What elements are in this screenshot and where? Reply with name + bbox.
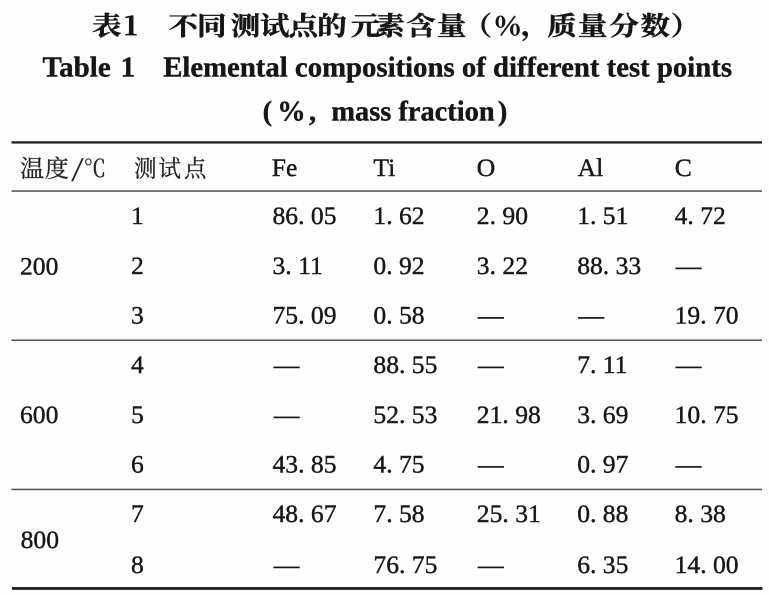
svg-text:%: % [277,96,305,127]
svg-text:6: 6 [131,450,144,479]
svg-text:1. 51: 1. 51 [577,201,628,230]
svg-text:—: — [477,450,504,479]
svg-text:—: — [477,301,504,330]
svg-text:Ti: Ti [373,153,395,182]
svg-text:10. 75: 10. 75 [675,400,739,429]
svg-text:25. 31: 25. 31 [477,499,541,528]
svg-text:—: — [273,351,300,380]
svg-text:Fe: Fe [272,153,298,182]
svg-text:7: 7 [131,499,144,528]
svg-text:O: O [477,153,495,182]
svg-text:—: — [675,252,702,281]
svg-text:48. 67: 48. 67 [273,499,337,528]
svg-text:4. 72: 4. 72 [675,201,726,230]
svg-text:19. 70: 19. 70 [675,301,739,330]
svg-text:1: 1 [131,201,144,230]
svg-text:2: 2 [131,251,144,280]
svg-text:200: 200 [20,251,58,280]
svg-text:0. 88: 0. 88 [577,499,628,528]
svg-text:14. 00: 14. 00 [675,550,739,579]
svg-text:86. 05: 86. 05 [273,201,337,230]
svg-text:—: — [273,400,300,429]
svg-text:600: 600 [20,400,58,429]
svg-text:—: — [477,351,504,380]
svg-text:800: 800 [21,525,59,554]
svg-text:2. 90: 2. 90 [477,201,528,230]
svg-text:75. 09: 75. 09 [273,301,337,330]
svg-text:21. 98: 21. 98 [477,400,541,429]
svg-text:Table: Table [43,52,111,84]
svg-text:): ) [498,96,507,127]
svg-text:7. 58: 7. 58 [373,499,424,528]
svg-text:88. 55: 88. 55 [373,350,437,379]
svg-text:0. 58: 0. 58 [373,301,424,330]
svg-text:4. 75: 4. 75 [373,450,424,479]
svg-text:3. 22: 3. 22 [477,251,528,280]
svg-text:—: — [477,550,504,579]
svg-text:7. 11: 7. 11 [577,350,627,379]
svg-text:C: C [675,153,692,182]
svg-text:—: — [675,450,702,479]
svg-text:3. 69: 3. 69 [577,400,628,429]
svg-text:52. 53: 52. 53 [373,400,437,429]
svg-text:6. 35: 6. 35 [577,550,628,579]
svg-text:4: 4 [131,350,144,379]
svg-text:3: 3 [131,301,144,330]
svg-text:Elemental compositions of diff: Elemental compositions of different test… [163,52,732,84]
svg-text:0. 92: 0. 92 [373,251,424,280]
svg-text:76. 75: 76. 75 [373,550,437,579]
svg-text:mass fraction: mass fraction [331,96,494,127]
svg-text:(: ( [263,96,272,127]
svg-text:—: — [675,351,702,380]
svg-text:—: — [577,301,604,330]
svg-text:43. 85: 43. 85 [273,450,337,479]
svg-text:0. 97: 0. 97 [577,450,628,479]
svg-text:,: , [309,96,316,127]
svg-text:88. 33: 88. 33 [577,251,641,280]
svg-text:5: 5 [131,400,144,429]
svg-text:3. 11: 3. 11 [273,251,323,280]
svg-text:Al: Al [578,153,604,182]
svg-text:8. 38: 8. 38 [675,499,726,528]
svg-text:8: 8 [131,550,144,579]
svg-text:1. 62: 1. 62 [373,201,424,230]
svg-text:—: — [273,550,300,579]
svg-text:1: 1 [121,52,136,84]
